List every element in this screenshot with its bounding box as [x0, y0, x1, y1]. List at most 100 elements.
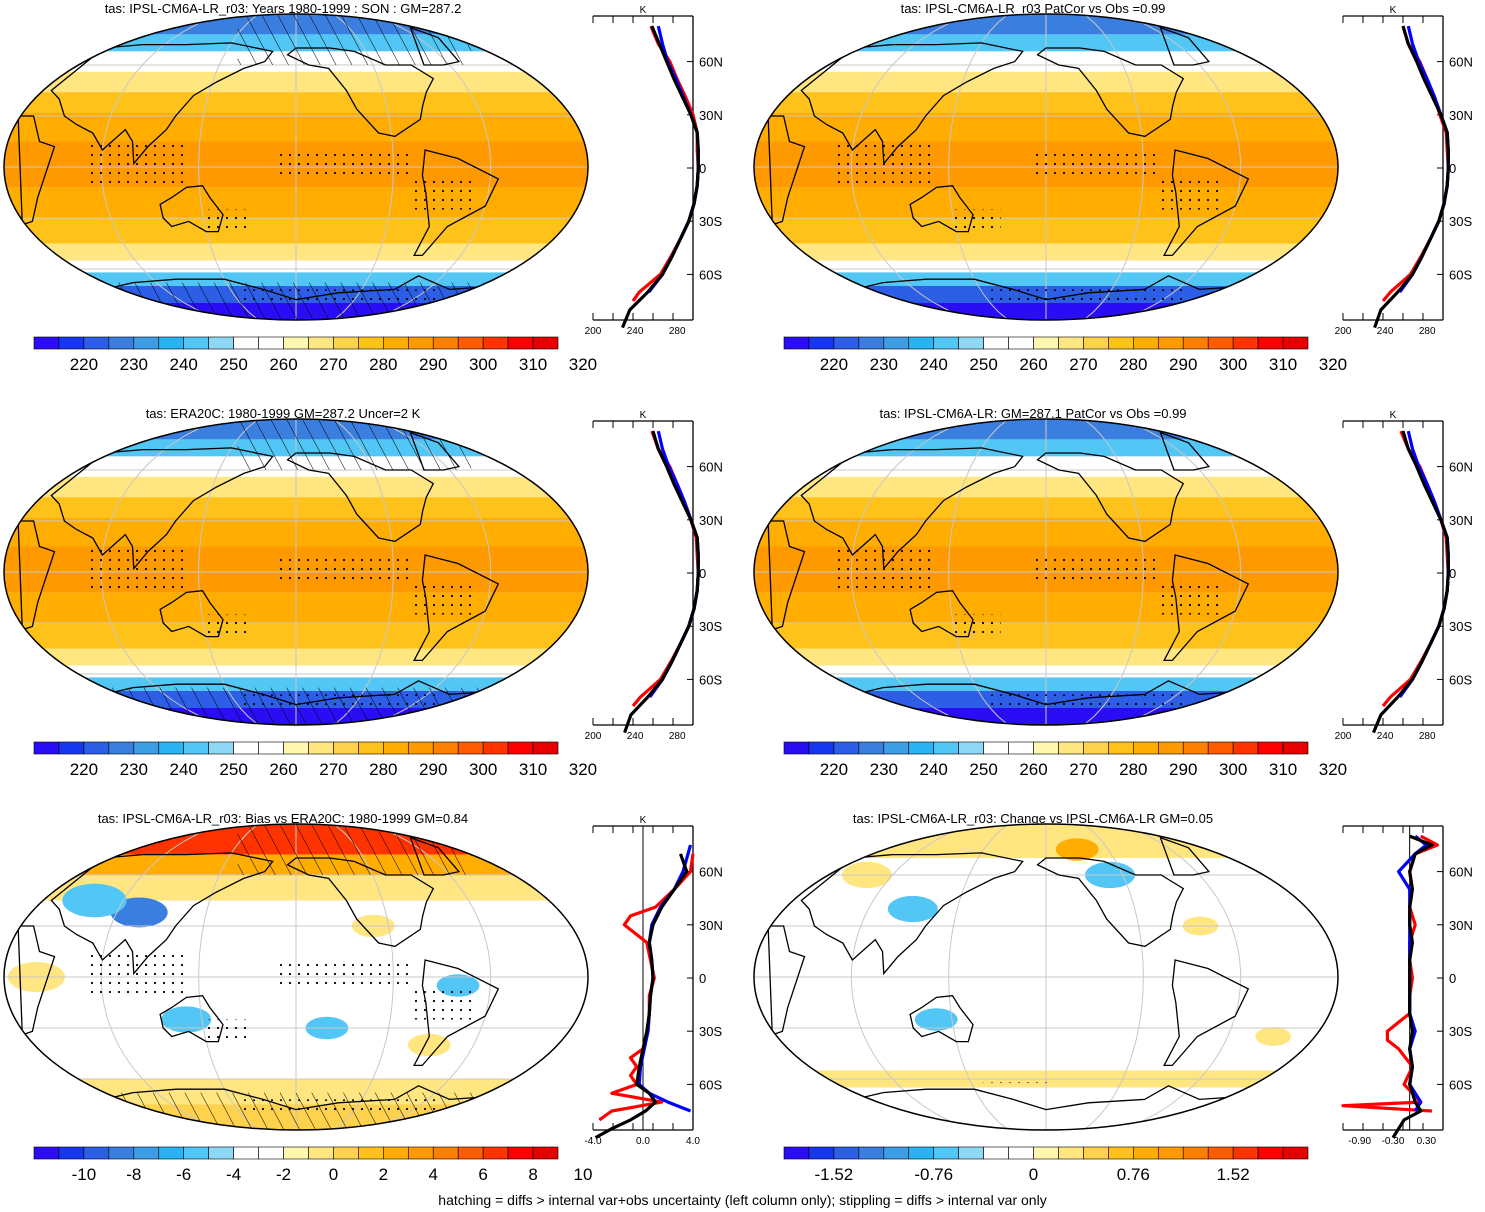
stippling-region	[991, 289, 1186, 307]
panel-title: tas: IPSL-CM6A-LR_r03: Change vs IPSL-CM…	[853, 811, 1213, 826]
colorbar-swatch	[383, 1146, 409, 1160]
colorbar-swatch	[858, 1146, 885, 1160]
colorbar-swatch	[358, 741, 384, 755]
colorbar-swatch	[1008, 741, 1034, 755]
zonal-profile: K 200 240 280 60N 30N 0 30S 60S	[1335, 410, 1473, 742]
colorbar-swatch	[1108, 741, 1134, 755]
profile-line-red	[631, 25, 700, 302]
colorbar-swatch	[158, 336, 185, 350]
coastline	[1159, 431, 1211, 471]
profile-line-red	[598, 853, 695, 1122]
colorbar-swatch	[833, 741, 860, 755]
colorbar-swatch	[183, 741, 209, 755]
colorbar-swatch	[908, 336, 935, 350]
colorbar-swatch	[1033, 1146, 1059, 1160]
colorbar-tick-label: 290	[419, 760, 447, 779]
colorbar-swatch	[808, 1146, 835, 1160]
colorbar-tick-label: 250	[969, 355, 997, 374]
colorbar-swatch	[1033, 741, 1059, 755]
colorbar-swatch	[908, 1146, 935, 1160]
colorbar-swatch	[333, 1146, 359, 1160]
colorbar-swatch	[1207, 741, 1234, 755]
colorbar-swatch	[1083, 1146, 1109, 1160]
stippling-region	[409, 175, 475, 210]
profile-y-tick-label: 0	[699, 971, 706, 986]
colorbar-tick-label: 260	[269, 355, 297, 374]
colorbar-tick-label: -4	[226, 1165, 241, 1184]
anomaly-region	[1055, 838, 1099, 861]
profile-y-tick-label: 30N	[699, 918, 723, 933]
colorbar-swatch	[308, 741, 334, 755]
colorbar-swatch	[457, 1146, 484, 1160]
profile-unit: K	[640, 410, 647, 421]
graticule-lon	[850, 824, 971, 1130]
colorbar-swatch	[908, 741, 935, 755]
profile-x-tick-label: -4.0	[584, 1136, 602, 1147]
colorbar-tick-label: -1.52	[815, 1165, 854, 1184]
profile-line-blue	[637, 844, 693, 1113]
colorbar-tick-label: 250	[219, 355, 247, 374]
map-border	[3, 823, 589, 1131]
colorbar-swatch	[208, 1146, 234, 1160]
colorbar: 220 230 240 250 260 270 280 290 300 310 320	[33, 741, 597, 779]
colorbar-swatch	[1282, 336, 1309, 350]
colorbar-swatch	[83, 336, 110, 350]
profile-y-tick-label: 30S	[699, 1024, 722, 1039]
panel-3: tas: ERA20C: 1980-1999 GM=287.2 Uncer=2 …	[3, 406, 723, 779]
stippling-region	[1029, 555, 1160, 586]
stippling-region	[279, 960, 410, 991]
colorbar-swatch	[1232, 1146, 1259, 1160]
profile-unit: K	[640, 5, 647, 16]
colorbar-tick-label: 270	[1069, 355, 1097, 374]
stippling-region	[409, 580, 475, 615]
colorbar-tick-label: 8	[528, 1165, 537, 1184]
colorbar-swatch	[833, 1146, 860, 1160]
colorbar-swatch	[1157, 741, 1184, 755]
colorbar-tick-label: 270	[319, 760, 347, 779]
colorbar-swatch	[1282, 1146, 1309, 1160]
anomaly-region	[887, 895, 938, 923]
stippling-region	[201, 1019, 251, 1045]
colorbar-swatch	[233, 336, 259, 350]
profile-y-tick-label: 0	[1449, 566, 1456, 581]
profile-y-tick-label: 30S	[1449, 1024, 1472, 1039]
colorbar: -1.52 -0.76 0 0.76 1.52	[783, 1146, 1309, 1184]
colorbar-tick-label: 10	[573, 1165, 592, 1184]
profile-x-tick-label: 280	[669, 731, 686, 742]
panel-title: tas: IPSL-CM6A-LR_r03: Bias vs ERA20C: 1…	[98, 811, 468, 826]
map-border	[753, 13, 1339, 321]
colorbar-swatch	[1008, 336, 1034, 350]
colorbar-tick-label: 280	[1119, 760, 1147, 779]
colorbar-tick-label: 4	[429, 1165, 438, 1184]
colorbar-tick-label: 320	[1319, 760, 1347, 779]
colorbar-tick-label: 280	[369, 760, 397, 779]
profile-line-black	[1372, 430, 1450, 734]
colorbar-swatch	[258, 741, 284, 755]
colorbar-swatch	[383, 336, 409, 350]
colorbar-swatch	[108, 336, 135, 350]
colorbar-tick-label: 240	[170, 355, 198, 374]
profile-x-tick-label: 280	[1419, 326, 1436, 337]
colorbar-tick-label: -0.76	[914, 1165, 953, 1184]
colorbar-swatch	[983, 336, 1009, 350]
profile-x-tick-label: 4.0	[686, 1136, 700, 1147]
footer-note: hatching = diffs > internal var+obs unce…	[438, 1192, 1047, 1208]
stippling-region	[951, 209, 1001, 235]
profile-y-tick-label: 30N	[699, 513, 723, 528]
colorbar-swatch	[1133, 1146, 1159, 1160]
colorbar-tick-label: 320	[569, 760, 597, 779]
colorbar-tick-label: 310	[519, 355, 547, 374]
colorbar-swatch	[1257, 741, 1284, 755]
colorbar-tick-label: 260	[269, 760, 297, 779]
map-border	[753, 823, 1339, 1131]
profile-x-tick-label: 200	[585, 326, 602, 337]
colorbar: 220 230 240 250 260 270 280 290 300 310 320	[33, 336, 597, 374]
colorbar-tick-label: 250	[969, 760, 997, 779]
colorbar-tick-label: 300	[1219, 760, 1247, 779]
colorbar-swatch	[333, 741, 359, 755]
map-border	[3, 13, 589, 321]
colorbar-swatch	[507, 741, 534, 755]
zonal-profile: -0.90 -0.30 0.30 60N 30N 0 30S 60S	[1341, 825, 1473, 1147]
profile-x-tick-label: 240	[1377, 326, 1394, 337]
